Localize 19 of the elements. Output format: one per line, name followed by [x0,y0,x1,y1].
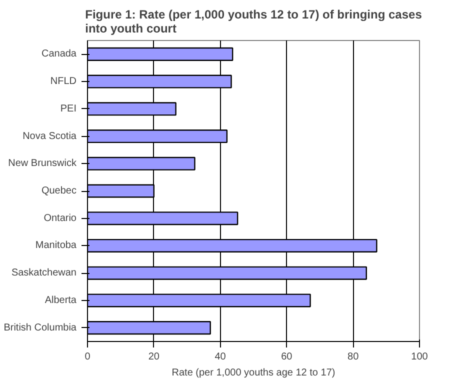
y-tick-label: Alberta [44,294,77,306]
y-tick-label: New Brunswick [8,158,78,170]
y-tick-label: Quebec [41,186,77,196]
y-tick-label: Manitoba [35,240,77,252]
chart-title: Figure 1: Rate (per 1,000 youths 12 to 17) of bringing cases into youth court [85,8,422,36]
y-tick-label: NFLD [50,76,77,88]
x-tick-label: 40 [214,352,226,362]
x-tick-label: 60 [281,352,293,362]
x-tick-label: 20 [148,352,160,362]
x-axis-title: Rate (per 1,000 youths age 12 to 17) [172,368,336,378]
y-tick-label: Canada [41,48,77,60]
y-tick-label: British Columbia [4,322,77,334]
x-tick-label: 100 [411,352,428,362]
y-tick-label: Ontario [44,212,77,224]
x-tick-label: 80 [348,352,360,362]
y-tick-label: Nova Scotia [22,130,77,142]
x-tick-label: 0 [84,352,91,362]
y-tick-label: Saskatchewan [11,268,77,279]
y-tick-label: PEI [60,103,77,114]
